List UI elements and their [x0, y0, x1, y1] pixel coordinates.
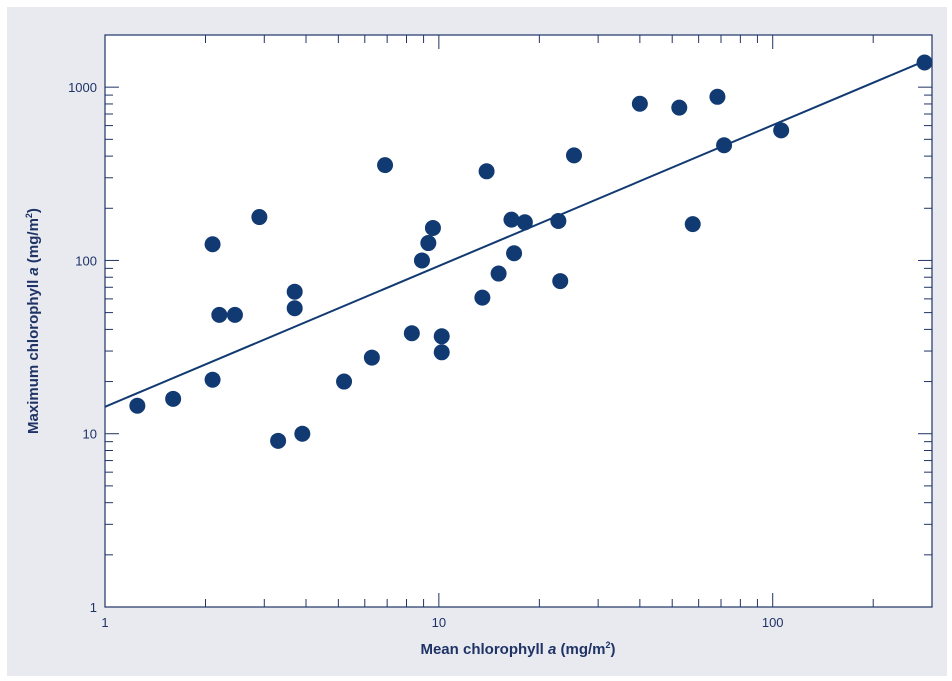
data-point — [294, 425, 311, 442]
data-point — [490, 265, 507, 282]
scatter-chart: 1 10 100 1 10 100 1000 Mean chlorophyll a (mg/… — [24, 34, 933, 658]
data-point — [336, 373, 353, 390]
data-point — [566, 147, 583, 164]
data-point — [552, 273, 569, 290]
data-point — [165, 390, 182, 407]
y-axis-title: Maximum chlorophyll a (mg/m2) — [24, 208, 42, 434]
y-tick-label: 10 — [83, 427, 97, 442]
data-point — [433, 328, 450, 345]
data-point — [251, 209, 268, 226]
data-point — [420, 235, 437, 252]
data-point — [403, 325, 420, 342]
x-tick-label: 1 — [101, 615, 108, 630]
minor-ticks — [105, 34, 933, 607]
y-tick-label: 1000 — [68, 80, 97, 95]
x-tick-label: 100 — [762, 615, 784, 630]
data-point — [363, 349, 380, 366]
data-point — [474, 289, 491, 306]
trendline-layer — [104, 60, 925, 408]
data-point — [286, 283, 303, 300]
data-points — [129, 54, 933, 449]
data-point — [506, 245, 523, 262]
data-point — [716, 137, 733, 154]
data-point — [424, 219, 441, 236]
data-point — [478, 163, 495, 180]
x-axis-title: Mean chlorophyll a (mg/m2) — [420, 640, 615, 658]
plot-area — [104, 34, 933, 608]
data-point — [129, 397, 146, 414]
data-point — [204, 371, 221, 388]
major-ticks — [104, 35, 932, 608]
data-point — [270, 432, 287, 449]
regression-line — [104, 60, 925, 408]
data-point — [709, 88, 726, 105]
data-point — [516, 214, 533, 231]
y-tick-label: 1 — [90, 600, 97, 615]
data-point — [226, 306, 243, 323]
data-point — [916, 54, 933, 71]
data-point — [773, 122, 790, 139]
data-point — [631, 95, 648, 112]
chart-panel: 1 10 100 1 10 100 1000 Mean chlorophyll a (mg/… — [7, 7, 947, 676]
data-point — [671, 99, 688, 116]
y-tick-label: 100 — [75, 253, 97, 268]
data-point — [503, 211, 520, 228]
data-point — [211, 306, 228, 323]
data-point — [286, 300, 303, 317]
tick-labels: 1 10 100 1 10 100 1000 — [68, 80, 783, 630]
data-point — [550, 212, 567, 229]
data-point — [204, 236, 221, 253]
data-point — [684, 216, 701, 233]
x-tick-label: 10 — [432, 615, 446, 630]
data-point — [377, 157, 394, 174]
data-point — [433, 344, 450, 361]
data-point — [413, 252, 430, 269]
